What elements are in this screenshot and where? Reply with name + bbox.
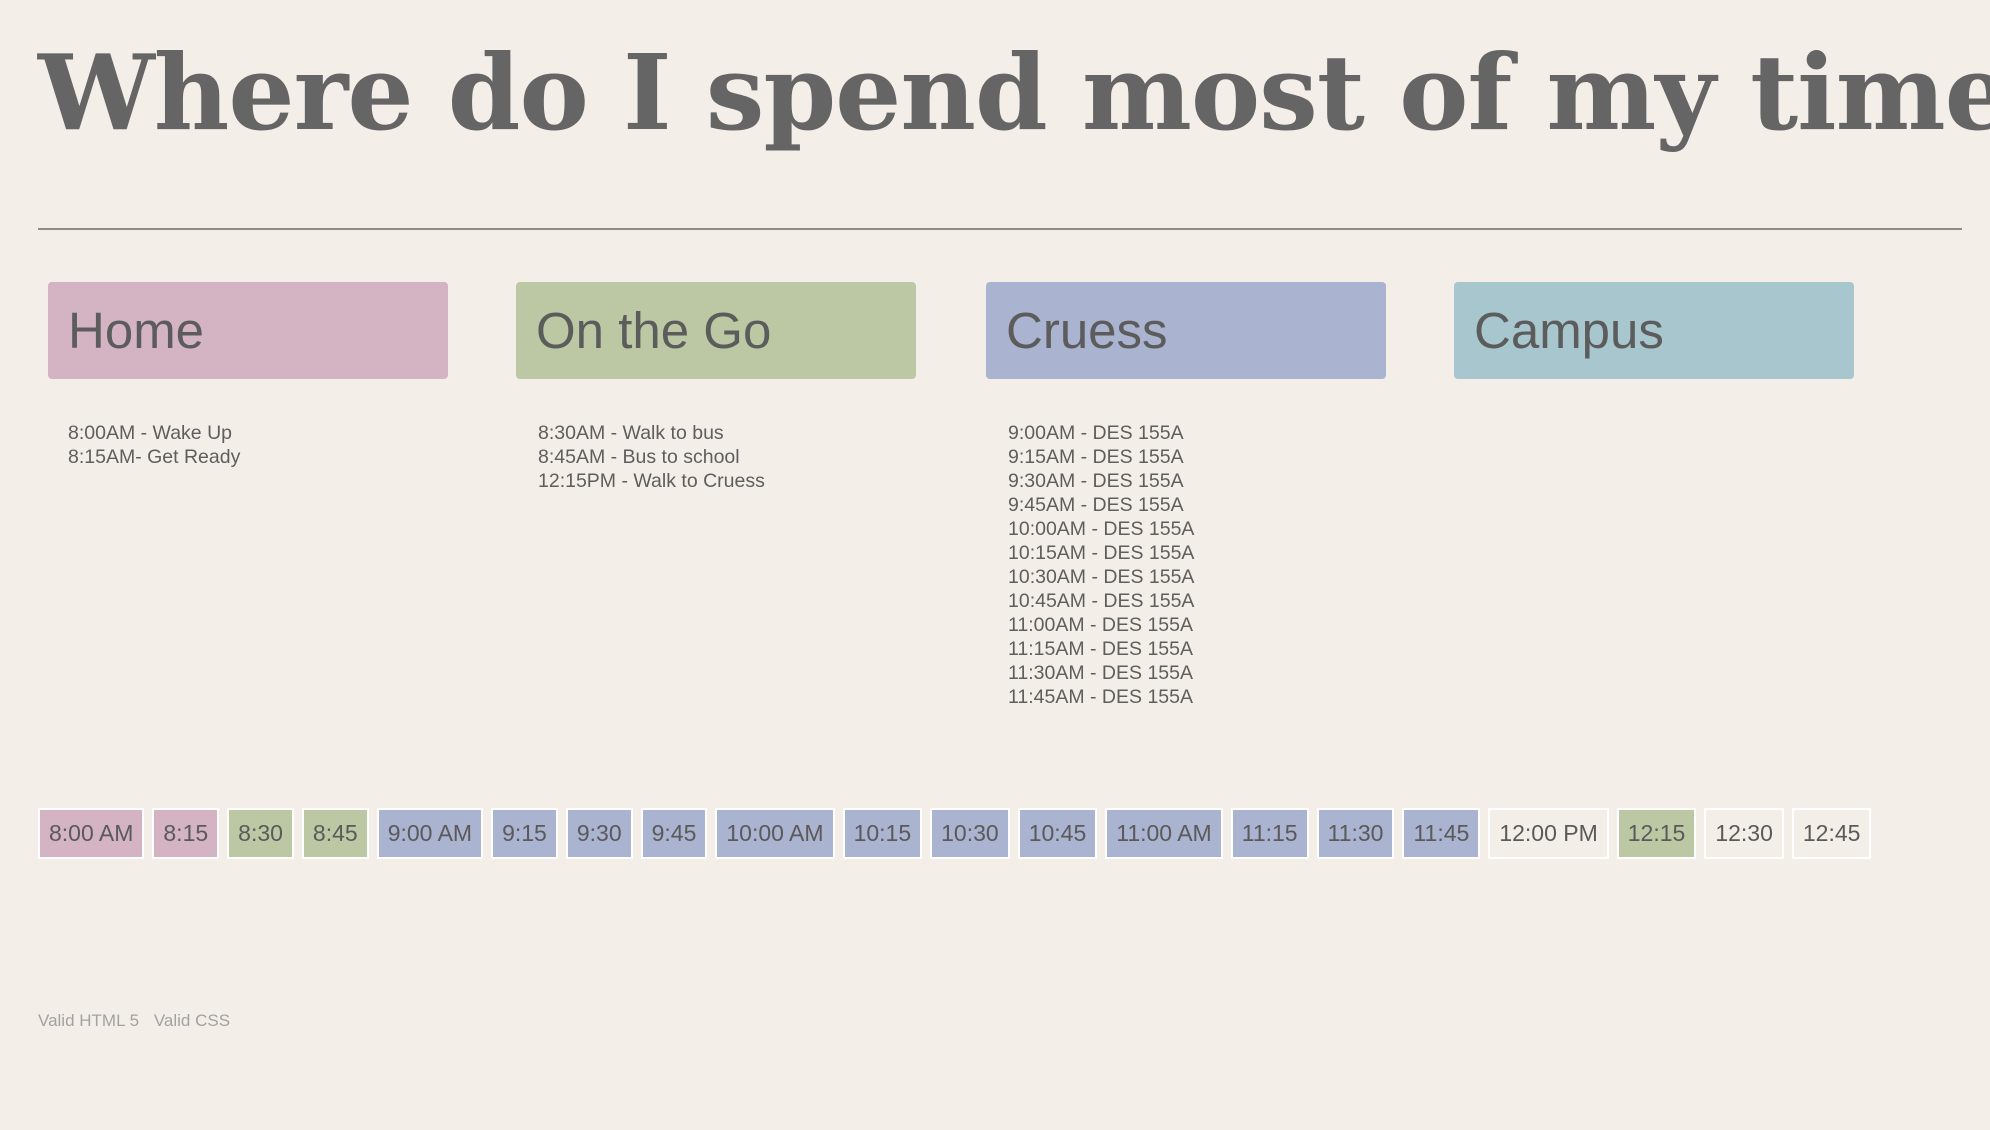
time-slot[interactable]: 11:45 [1402,808,1481,859]
time-slot[interactable]: 12:15 [1616,808,1697,859]
time-slot[interactable]: 10:45 [1017,808,1098,859]
valid-css-link[interactable]: Valid CSS [153,1011,231,1030]
time-slot[interactable]: 9:45 [640,808,708,859]
time-slot[interactable]: 10:00 AM [715,808,835,859]
footer: Valid HTML 5 Valid CSS [38,1011,240,1031]
event-item: 9:15AM - DES 155A [1008,446,1184,468]
event-item: 9:00AM - DES 155A [1008,422,1184,444]
category-home: Home [48,282,448,379]
event-item: 9:30AM - DES 155A [1008,470,1184,492]
time-slot[interactable]: 12:30 [1704,808,1784,859]
event-item: 10:45AM - DES 155A [1008,590,1195,612]
time-slot[interactable]: 12:45 [1791,808,1872,859]
time-slot[interactable]: 10:15 [842,808,923,859]
event-item: 11:15AM - DES 155A [1008,638,1193,660]
time-slot[interactable]: 8:00 AM [38,808,145,859]
event-item: 11:45AM - DES 155A [1008,686,1193,708]
title-divider [38,228,1962,230]
on-the-go-event-list: 8:30AM - Walk to bus 8:45AM - Bus to sch… [538,421,765,493]
time-slot[interactable]: 12:00 PM [1488,808,1609,859]
category-campus: Campus [1454,282,1854,379]
event-item: 8:15AM- Get Ready [68,446,241,468]
time-slot[interactable]: 9:15 [491,808,558,859]
time-slot[interactable]: 9:00 AM [376,808,484,859]
event-item: 8:45AM - Bus to school [538,446,740,468]
valid-html-link[interactable]: Valid HTML 5 [38,1011,140,1030]
time-slot[interactable]: 10:30 [930,808,1010,859]
event-item: 11:30AM - DES 155A [1008,662,1193,684]
event-item: 10:30AM - DES 155A [1008,566,1195,588]
cruess-event-list: 9:00AM - DES 155A 9:15AM - DES 155A 9:30… [1008,421,1194,709]
time-slot-bar: 8:00 AM 8:15 8:30 8:45 9:00 AM 9:15 9:30… [38,808,1872,859]
time-slot[interactable]: 11:00 AM [1105,808,1223,859]
event-item: 11:00AM - DES 155A [1008,614,1193,636]
time-slot[interactable]: 11:30 [1316,808,1395,859]
time-slot[interactable]: 8:30 [227,808,294,859]
event-item: 12:15PM - Walk to Cruess [538,470,765,492]
event-item: 10:00AM - DES 155A [1008,518,1195,540]
event-item: 8:30AM - Walk to bus [538,422,724,444]
event-item: 8:00AM - Wake Up [68,422,232,444]
time-slot[interactable]: 8:15 [152,808,220,859]
time-slot[interactable]: 9:30 [565,808,633,859]
category-on-the-go: On the Go [516,282,916,379]
time-slot[interactable]: 8:45 [301,808,369,859]
page-title: Where do I spend most of my time? [38,31,1990,154]
event-item: 10:15AM - DES 155A [1008,542,1195,564]
category-cruess: Cruess [986,282,1386,379]
time-slot[interactable]: 11:15 [1230,808,1309,859]
home-event-list: 8:00AM - Wake Up 8:15AM- Get Ready [68,421,240,469]
event-item: 9:45AM - DES 155A [1008,494,1184,516]
